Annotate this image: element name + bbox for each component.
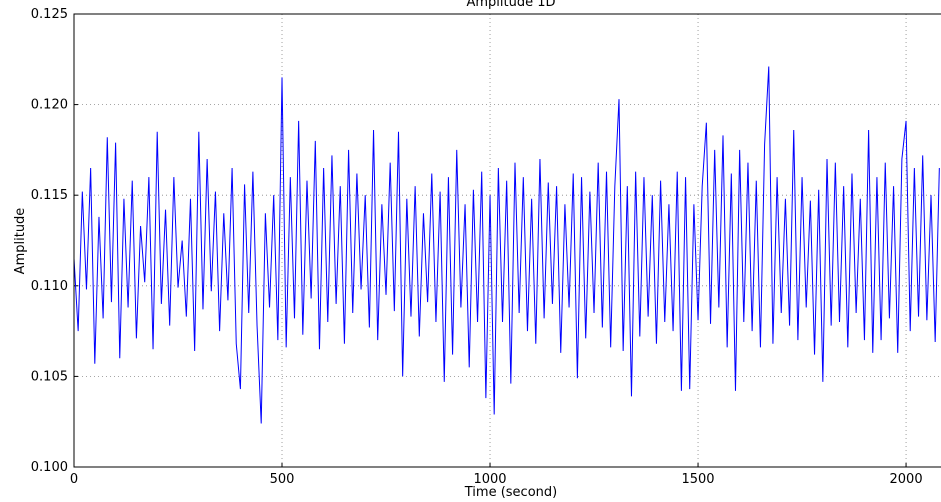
- x-tick-label: 1000: [473, 472, 506, 487]
- y-tick-label: 0.125: [31, 7, 68, 22]
- y-tick-label: 0.110: [31, 279, 68, 294]
- x-tick-label: 500: [270, 472, 295, 487]
- series-line: [73, 66, 940, 424]
- x-tick-label: 0: [70, 472, 78, 487]
- y-tick-label: 0.100: [31, 460, 68, 475]
- x-tick-label: 1500: [681, 472, 714, 487]
- y-tick-label: 0.115: [31, 188, 68, 203]
- y-tick-label: 0.120: [31, 98, 68, 113]
- y-axis-label: Amplitude: [13, 208, 28, 275]
- y-tick-label: 0.105: [31, 369, 68, 384]
- x-axis-label: Time (second): [464, 485, 557, 500]
- plot-frame: [73, 13, 941, 468]
- chart-title: Amplitude 1D: [466, 0, 555, 10]
- x-tick-label: 2000: [890, 472, 923, 487]
